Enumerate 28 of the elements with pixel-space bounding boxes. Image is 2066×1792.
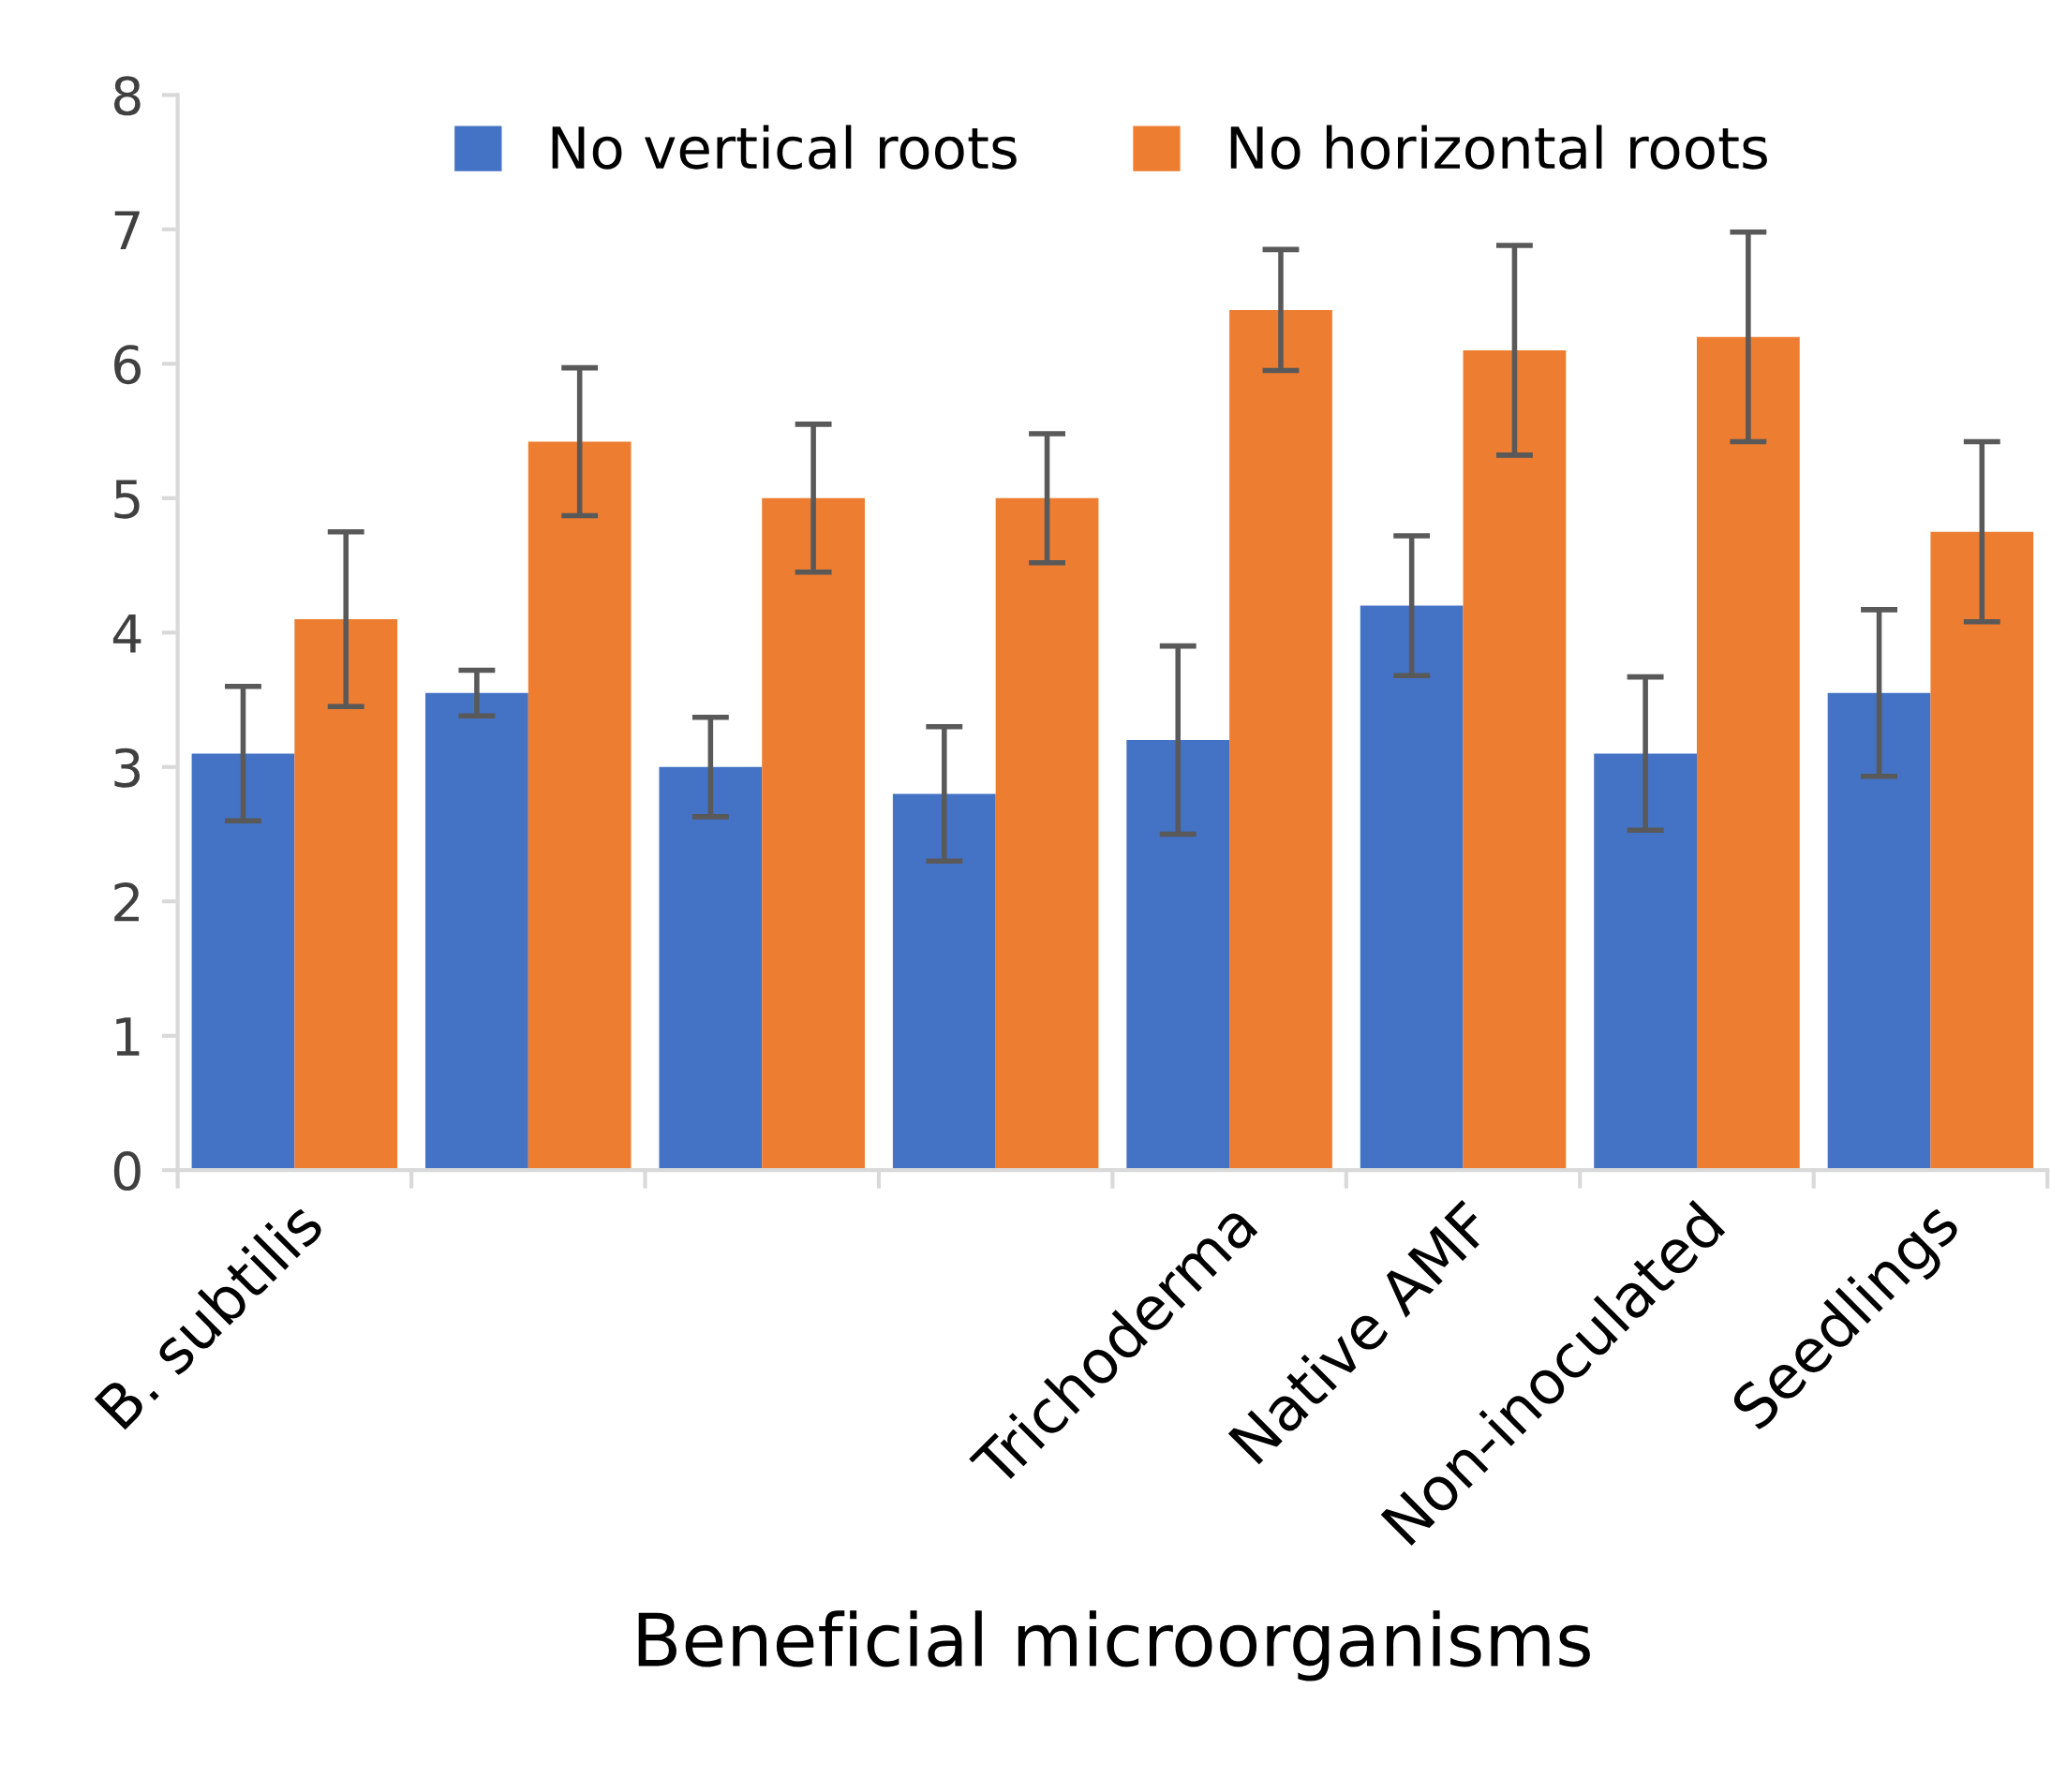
bar (995, 497, 1099, 1171)
y-tick-label: 4 (112, 614, 141, 653)
bar (1594, 753, 1697, 1171)
bar (762, 497, 865, 1171)
bar (1126, 740, 1230, 1171)
legend-label: No vertical roots (552, 125, 1017, 170)
bar (892, 793, 996, 1171)
bar (528, 441, 632, 1171)
y-tick-label: 1 (116, 1017, 140, 1056)
bar (294, 618, 398, 1171)
y-tick-label: 3 (114, 748, 141, 788)
bar (425, 692, 528, 1171)
bar (659, 766, 763, 1171)
bar (1696, 336, 1800, 1171)
bar (1229, 309, 1332, 1171)
x-axis-title: Beneficial microorganisms (638, 1610, 1590, 1681)
y-tick-label: 2 (114, 882, 139, 922)
legend-label: No horizontal roots (1230, 125, 1767, 170)
bar (1827, 692, 1931, 1171)
y-tick-label: 5 (114, 480, 140, 519)
bar (191, 753, 295, 1171)
y-tick-label: 7 (114, 211, 140, 249)
bar (1463, 349, 1567, 1171)
y-tick-label: 0 (113, 1151, 141, 1192)
y-tick-label: 8 (113, 76, 141, 116)
bar (1360, 605, 1464, 1171)
bar (1930, 531, 2034, 1171)
y-tick-label: 6 (114, 345, 141, 385)
